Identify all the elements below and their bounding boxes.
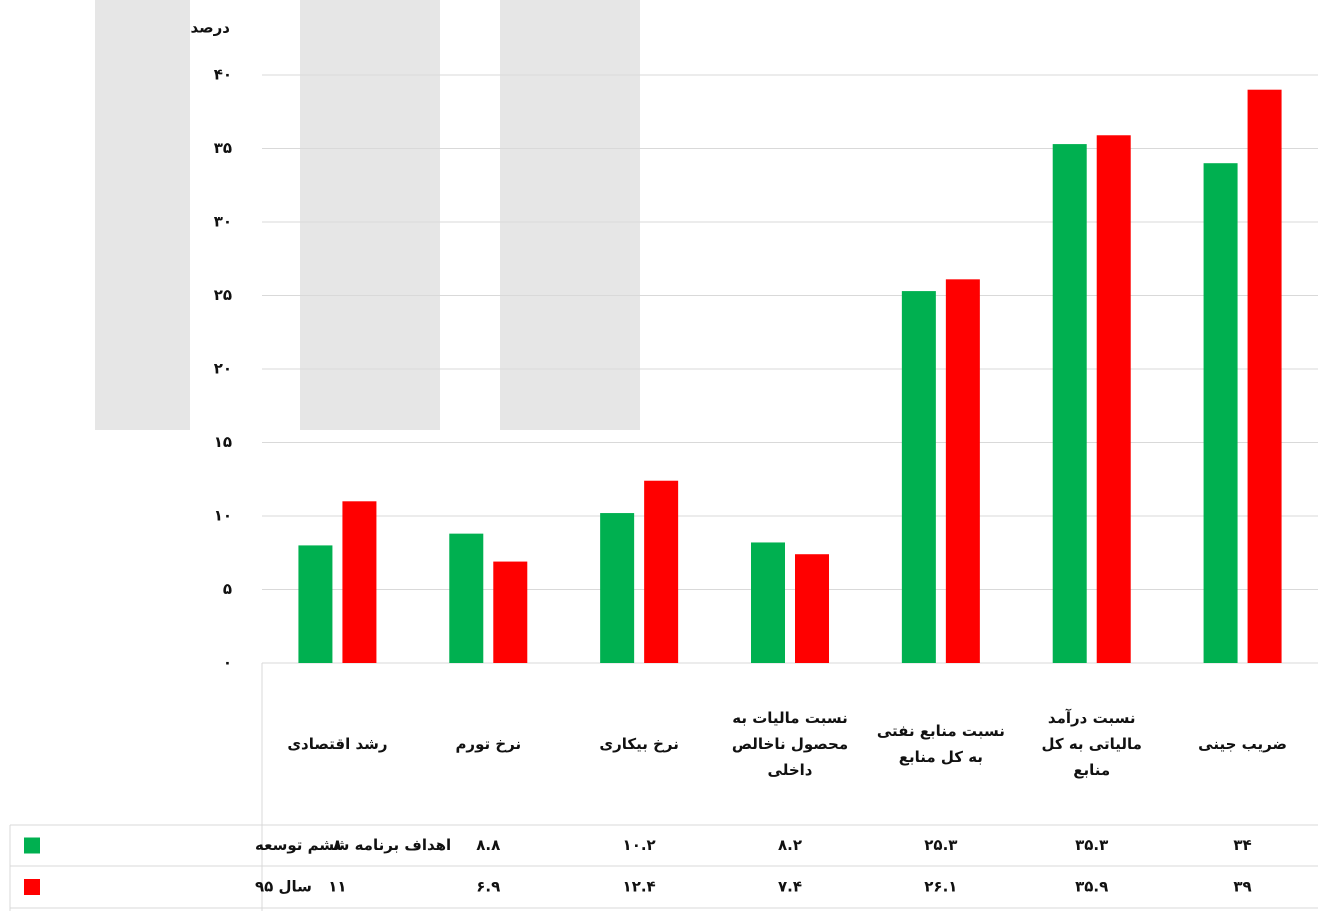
bar xyxy=(298,545,333,663)
bar xyxy=(751,542,785,663)
table-cell: ۲۵.۳ xyxy=(924,836,957,854)
table-cell: ۸.۸ xyxy=(476,836,500,854)
x-tick-label: نسبت مالیات به محصول ناخالص داخلی xyxy=(731,709,849,779)
legend-swatch xyxy=(24,837,40,854)
x-tick-label: نسبت منابع نفتی به کل منابع xyxy=(876,722,1005,766)
bar xyxy=(1247,89,1282,663)
table-cell: ۲۶.۱ xyxy=(924,878,957,896)
bar xyxy=(945,279,980,663)
table-cell: ۱۱ xyxy=(328,878,346,896)
x-tick-label: نسبت درآمد مالیاتی به کل منابع xyxy=(1041,709,1142,779)
bar xyxy=(1203,163,1238,663)
x-tick-label: نرخ بیکاری xyxy=(599,735,679,753)
table-cell: ۸ xyxy=(333,836,342,854)
bar xyxy=(901,291,936,663)
table-cell: ۶.۹ xyxy=(476,878,500,896)
bar xyxy=(1052,144,1087,664)
y-tick-label: ۲۵ xyxy=(214,286,232,304)
x-tick-label: ضریب جینی xyxy=(1198,735,1287,753)
bar xyxy=(600,513,635,663)
table-cell: ۱۲.۴ xyxy=(623,878,656,896)
table-cell: ۷.۴ xyxy=(778,878,802,896)
table-cell: ۱۰.۲ xyxy=(623,836,656,854)
table-cell: ۳۹ xyxy=(1233,878,1251,896)
table-cell: ۳۵.۳ xyxy=(1075,836,1108,854)
y-axis-title: درصد xyxy=(191,19,231,37)
bar xyxy=(449,533,484,663)
x-tick-label: رشد اقتصادی xyxy=(287,735,388,753)
y-tick-label: ۴۰ xyxy=(214,66,232,84)
table-cell: ۳۴ xyxy=(1233,836,1251,854)
table-cell: ۸.۲ xyxy=(778,836,802,854)
table-cell: ۳۵.۹ xyxy=(1075,878,1108,896)
y-tick-label: ۳۰ xyxy=(214,213,232,231)
bar xyxy=(493,561,528,663)
watermark xyxy=(95,0,640,430)
y-tick-label: ۳۵ xyxy=(214,139,232,157)
bar xyxy=(795,554,829,663)
legend-swatch xyxy=(24,879,40,895)
legend-label: سال ۹۵ xyxy=(255,878,312,896)
legend-label: اهداف برنامه ششم توسعه xyxy=(255,836,451,854)
y-tick-label: ۵ xyxy=(223,580,232,598)
bar xyxy=(342,501,377,663)
y-tick-label: ۰ xyxy=(223,654,232,672)
bar xyxy=(644,480,679,663)
bar xyxy=(1096,135,1131,663)
y-tick-label: ۲۰ xyxy=(214,360,232,378)
y-tick-label: ۱۵ xyxy=(214,433,232,451)
y-tick-label: ۱۰ xyxy=(214,507,232,525)
x-tick-label: نرخ تورم xyxy=(455,735,522,753)
